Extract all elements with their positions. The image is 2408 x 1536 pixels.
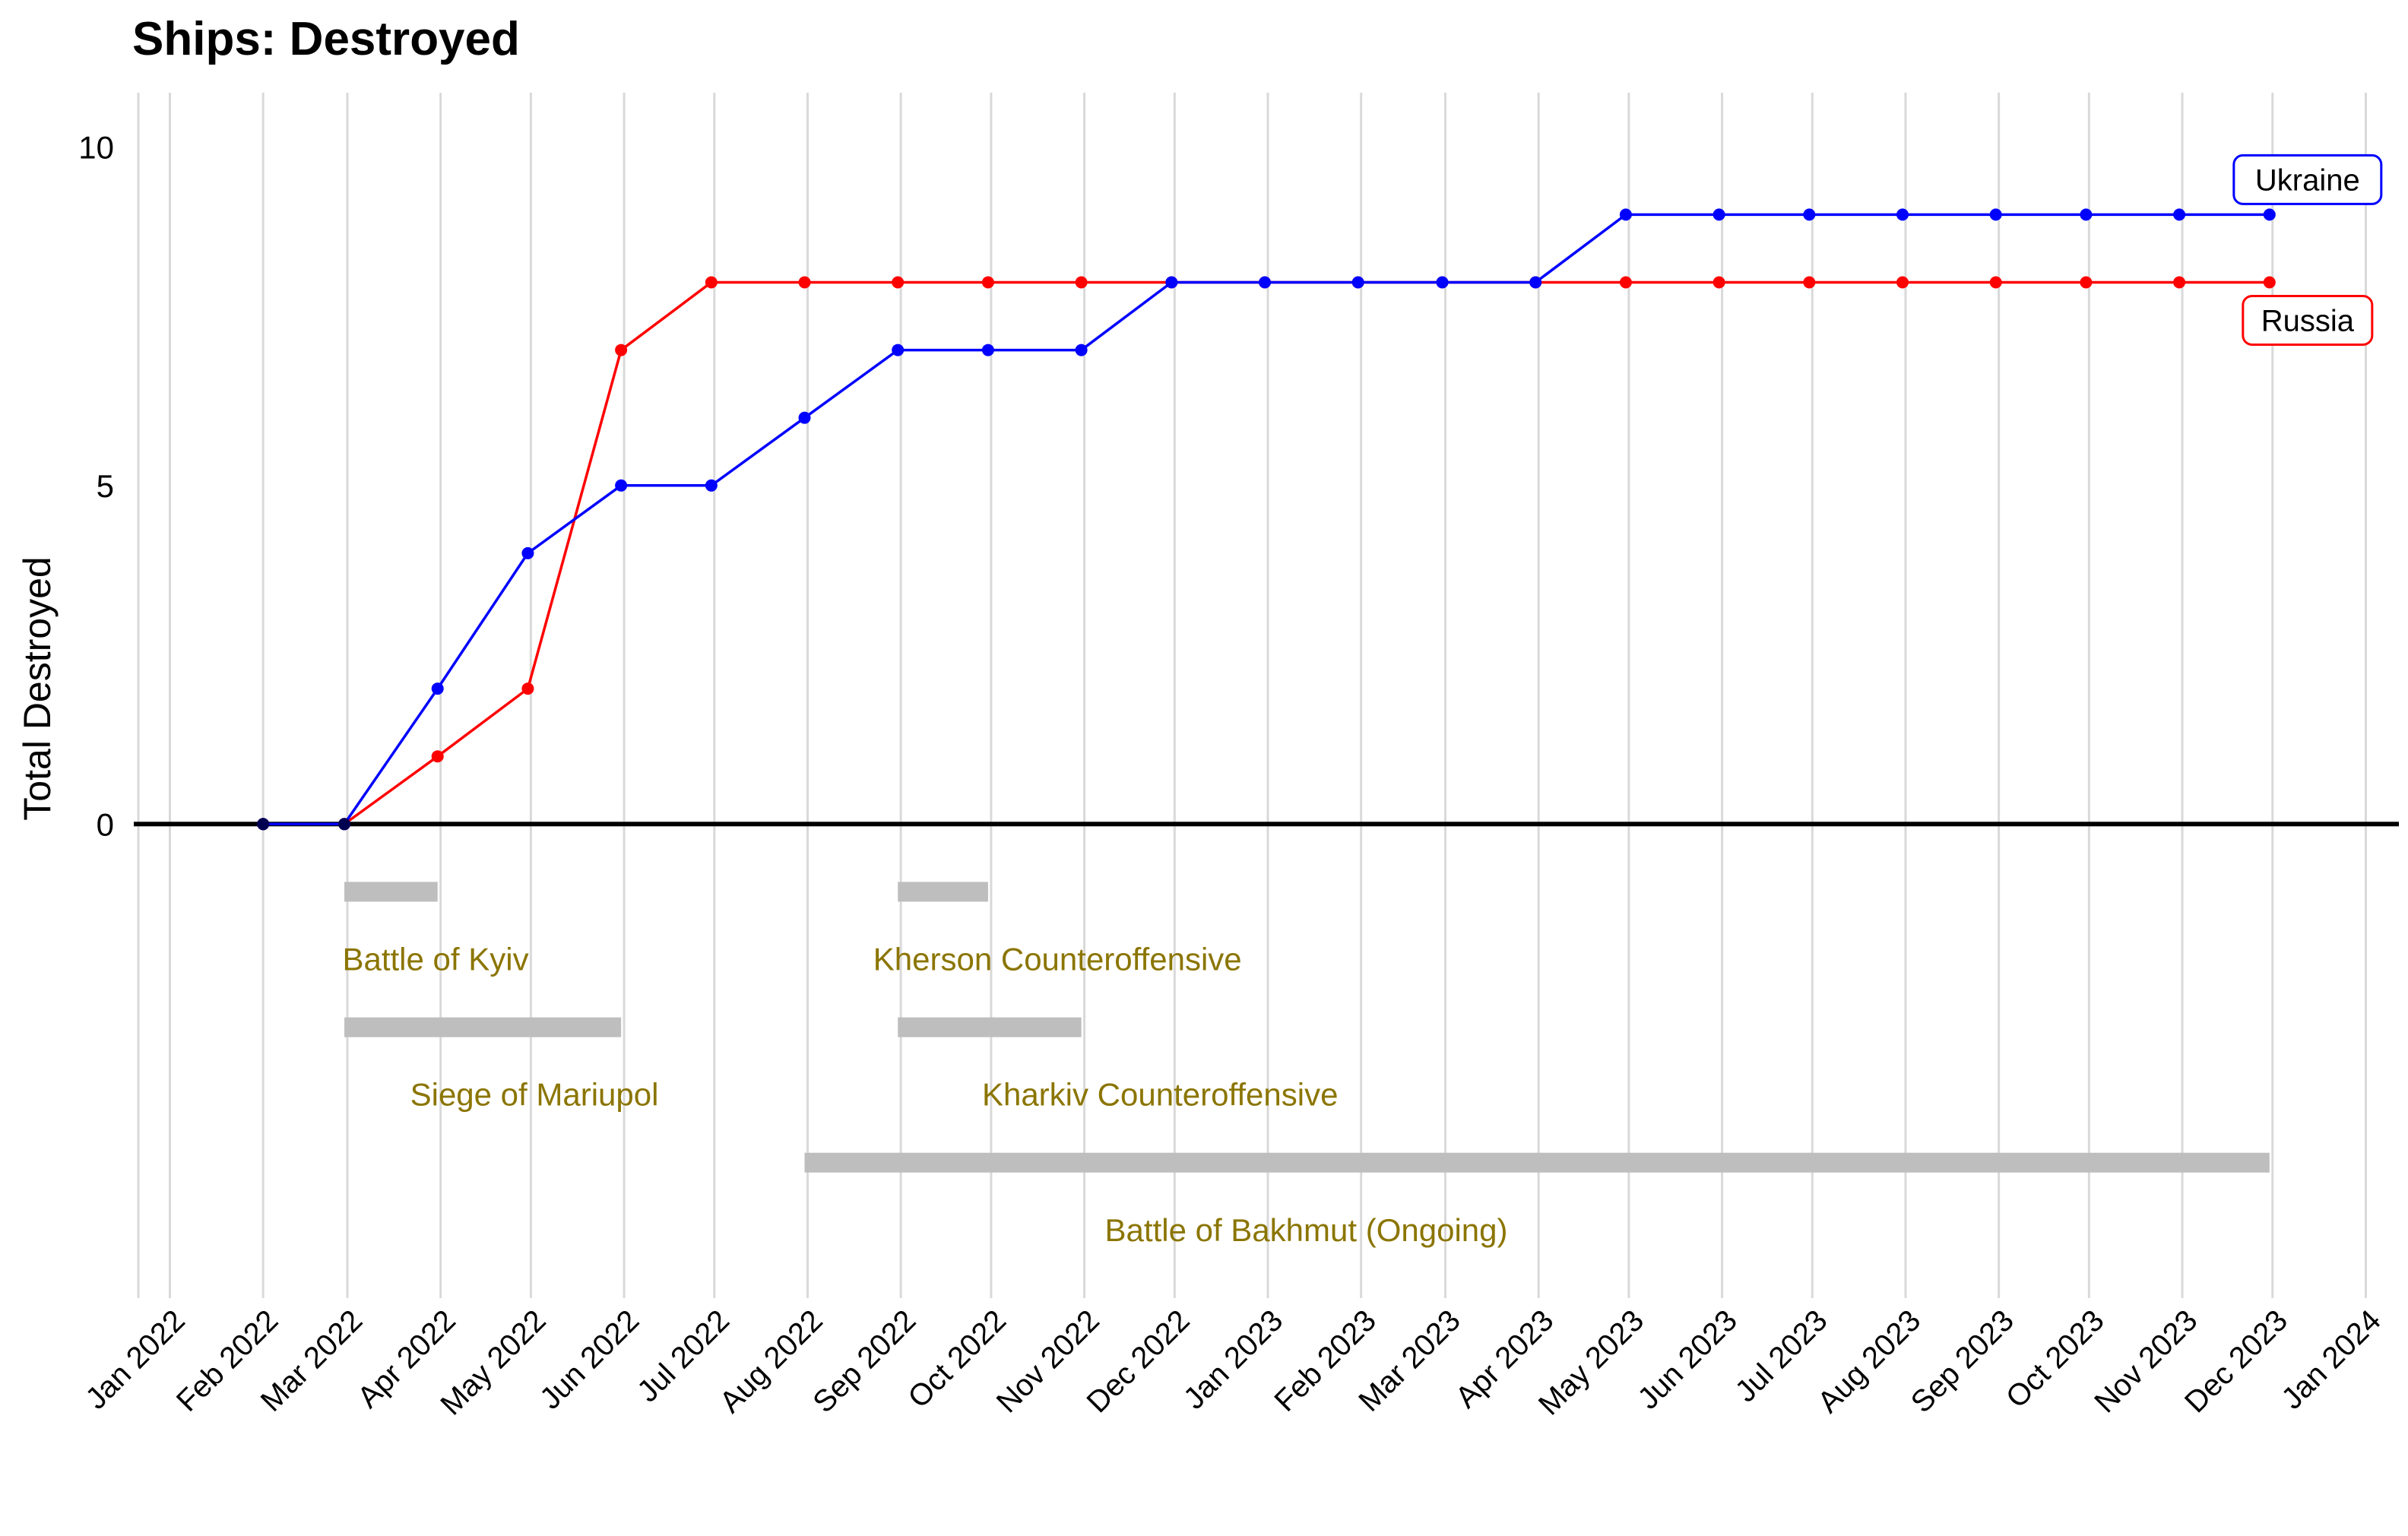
data-point-russia: [1619, 276, 1632, 289]
data-point-russia: [1896, 276, 1909, 289]
x-tick-label: Sep 2022: [806, 1303, 922, 1419]
y-axis-label: Total Destroyed: [16, 556, 59, 820]
data-point-ukraine: [1896, 208, 1909, 221]
series-tag-box: [2242, 294, 2374, 346]
event-label: Siege of Mariupol: [410, 1077, 659, 1113]
series-tag-label: Russia: [2261, 304, 2355, 337]
data-point-russia: [615, 344, 628, 356]
data-point-ukraine: [798, 411, 811, 424]
series-line-russia: [263, 280, 2270, 826]
event-label: Kherson Counteroffensive: [873, 941, 1242, 977]
series-line-ukraine: [263, 213, 2270, 826]
series: [257, 208, 2276, 831]
data-point-ukraine: [981, 344, 994, 356]
data-point-russia: [892, 276, 905, 289]
x-tick-label: Aug 2023: [1811, 1303, 1927, 1419]
data-point-ukraine: [1803, 208, 1816, 221]
series-tag-box: [2232, 154, 2383, 205]
data-point-ukraine: [1075, 344, 1088, 356]
data-point-ukraine: [521, 546, 534, 559]
data-point-ukraine: [1619, 208, 1632, 221]
x-tick-label: Jan 2024: [2275, 1303, 2387, 1415]
chart-title: Ships: Destroyed: [132, 13, 520, 65]
data-point-ukraine: [1351, 276, 1364, 289]
event-label: Kharkiv Counteroffensive: [982, 1077, 1338, 1113]
data-point-ukraine: [1165, 276, 1178, 289]
data-point-russia: [431, 750, 444, 763]
event-label: Battle of Bakhmut (Ongoing): [1105, 1212, 1508, 1248]
data-point-ukraine: [431, 682, 444, 695]
y-tick-label: 10: [78, 129, 114, 165]
y-tick-label: 0: [97, 806, 114, 842]
data-point-ukraine: [1989, 208, 2002, 221]
data-point-russia: [705, 276, 718, 289]
y-tick-label: 5: [97, 468, 114, 504]
series-tags: Ukraine Russia: [2232, 154, 2383, 346]
data-point-ukraine: [1436, 276, 1449, 289]
data-point-ukraine: [892, 344, 905, 356]
data-point-russia: [798, 276, 811, 289]
data-point-russia: [1713, 276, 1725, 289]
x-tick-label: Jun 2023: [1631, 1303, 1743, 1415]
data-point-ukraine: [1713, 208, 1725, 221]
event-annotations: Battle of Kyiv Kherson Counteroffensive Si…: [342, 882, 2270, 1248]
data-point-russia: [1989, 276, 2002, 289]
data-point-ukraine: [1529, 276, 1542, 289]
grid: [137, 93, 2367, 1298]
data-point-overlap: [257, 818, 270, 831]
data-point-ukraine: [1259, 276, 1272, 289]
data-point-ukraine: [2263, 208, 2276, 221]
data-point-russia: [1075, 276, 1088, 289]
data-point-russia: [981, 276, 994, 289]
data-point-russia: [2080, 276, 2093, 289]
data-point-ukraine: [2080, 208, 2093, 221]
data-point-russia: [2263, 276, 2276, 289]
data-point-russia: [521, 682, 534, 695]
data-point-overlap: [338, 818, 351, 831]
x-tick-label: Jun 2022: [534, 1303, 645, 1415]
x-tick-label: Aug 2022: [714, 1303, 829, 1419]
event-label: Battle of Kyiv: [342, 941, 528, 977]
data-point-russia: [1803, 276, 1816, 289]
series-tag-label: Ukraine: [2255, 163, 2360, 197]
data-point-ukraine: [2173, 208, 2186, 221]
data-point-ukraine: [705, 479, 718, 492]
data-point-ukraine: [615, 479, 628, 492]
data-point-russia: [2173, 276, 2186, 289]
x-tick-label: Sep 2023: [1905, 1303, 2020, 1419]
